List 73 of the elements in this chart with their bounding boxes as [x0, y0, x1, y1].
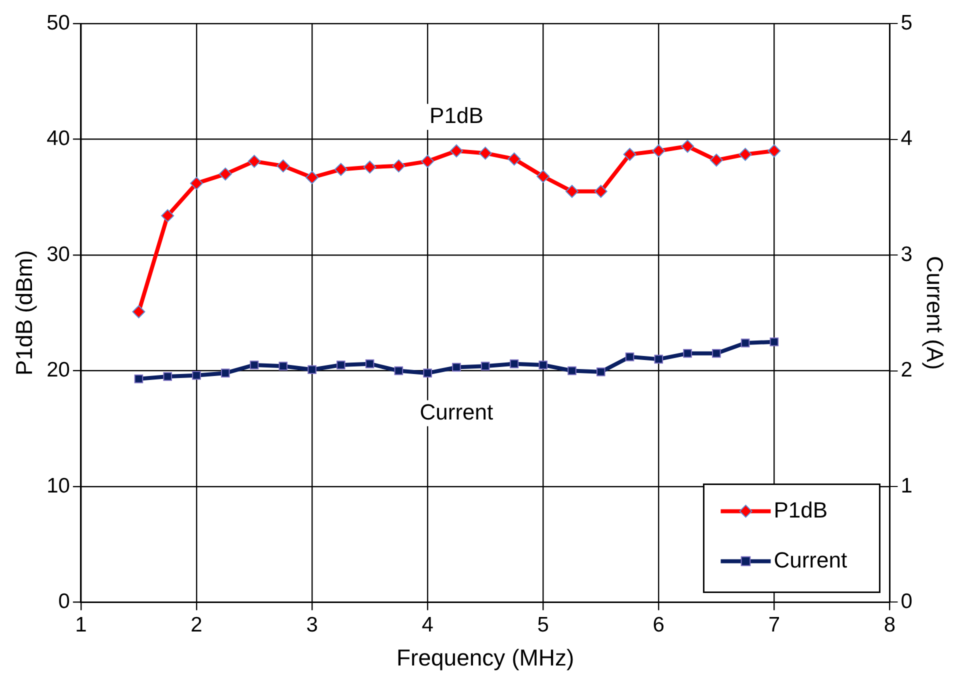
point: [770, 337, 779, 346]
y2-tick-label: 0: [900, 590, 912, 613]
point: [565, 184, 578, 198]
legend-label: P1dB: [774, 497, 828, 522]
point: [132, 305, 146, 318]
point: [334, 162, 348, 176]
point: [740, 338, 750, 348]
point: [568, 366, 576, 376]
point: [510, 359, 519, 368]
x-tick-label: 6: [652, 614, 664, 637]
point: [192, 371, 201, 380]
y-axis-title: P1dB (dBm): [11, 250, 38, 376]
x-tick-label: 7: [768, 614, 780, 637]
y2-tick-label: 5: [900, 11, 912, 34]
point: [625, 352, 634, 362]
y2-axis-title: Current (A): [922, 256, 948, 370]
point: [134, 374, 144, 384]
annotation: P1dB: [430, 102, 484, 128]
x-axis-title: Frequency (MHz): [396, 644, 574, 671]
point: [538, 360, 548, 370]
point: [654, 354, 664, 364]
point: [768, 144, 781, 158]
legend-label: Current: [774, 547, 848, 572]
point: [161, 209, 174, 222]
y-tick-label: 20: [46, 358, 70, 382]
x-tick-label: 2: [190, 614, 202, 637]
point: [218, 168, 232, 181]
point: [480, 362, 490, 371]
point: [594, 184, 608, 198]
point: [712, 349, 721, 358]
point: [163, 372, 172, 381]
point: [596, 368, 606, 376]
point: [683, 349, 692, 358]
point: [250, 360, 259, 370]
y2-tick-label: 1: [900, 474, 912, 498]
y-tick-label: 40: [46, 127, 70, 150]
point: [478, 146, 492, 160]
x-tick-label: 4: [422, 614, 434, 637]
x-tick-label: 3: [306, 614, 318, 637]
point: [681, 140, 694, 153]
annotation: Current: [420, 399, 494, 424]
y-tick-label: 10: [46, 474, 70, 498]
point: [365, 359, 374, 368]
point: [276, 159, 290, 172]
point: [536, 170, 550, 183]
y-tick-label: 30: [46, 242, 70, 266]
point: [450, 144, 463, 158]
point: [421, 154, 434, 168]
y2-tick-label: 2: [900, 358, 912, 382]
point: [738, 148, 752, 161]
y2-tick-label: 3: [900, 242, 912, 266]
x-tick-label: 8: [884, 614, 896, 637]
point: [308, 365, 316, 374]
point: [306, 171, 319, 184]
point: [652, 144, 666, 158]
point: [190, 176, 203, 190]
point: [452, 362, 461, 372]
point: [710, 154, 723, 167]
point: [220, 368, 230, 378]
x-tick-label: 1: [75, 614, 87, 637]
point: [248, 154, 261, 168]
x-tick-label: 5: [537, 614, 549, 637]
point: [508, 152, 521, 166]
point: [336, 360, 346, 370]
point: [278, 362, 288, 371]
point: [423, 368, 432, 378]
y-tick-label: 0: [58, 590, 70, 613]
point: [623, 148, 636, 161]
y2-tick-label: 4: [900, 127, 913, 150]
point: [394, 366, 404, 376]
point: [392, 159, 406, 172]
point: [363, 160, 376, 174]
y-tick-label: 50: [46, 11, 70, 34]
